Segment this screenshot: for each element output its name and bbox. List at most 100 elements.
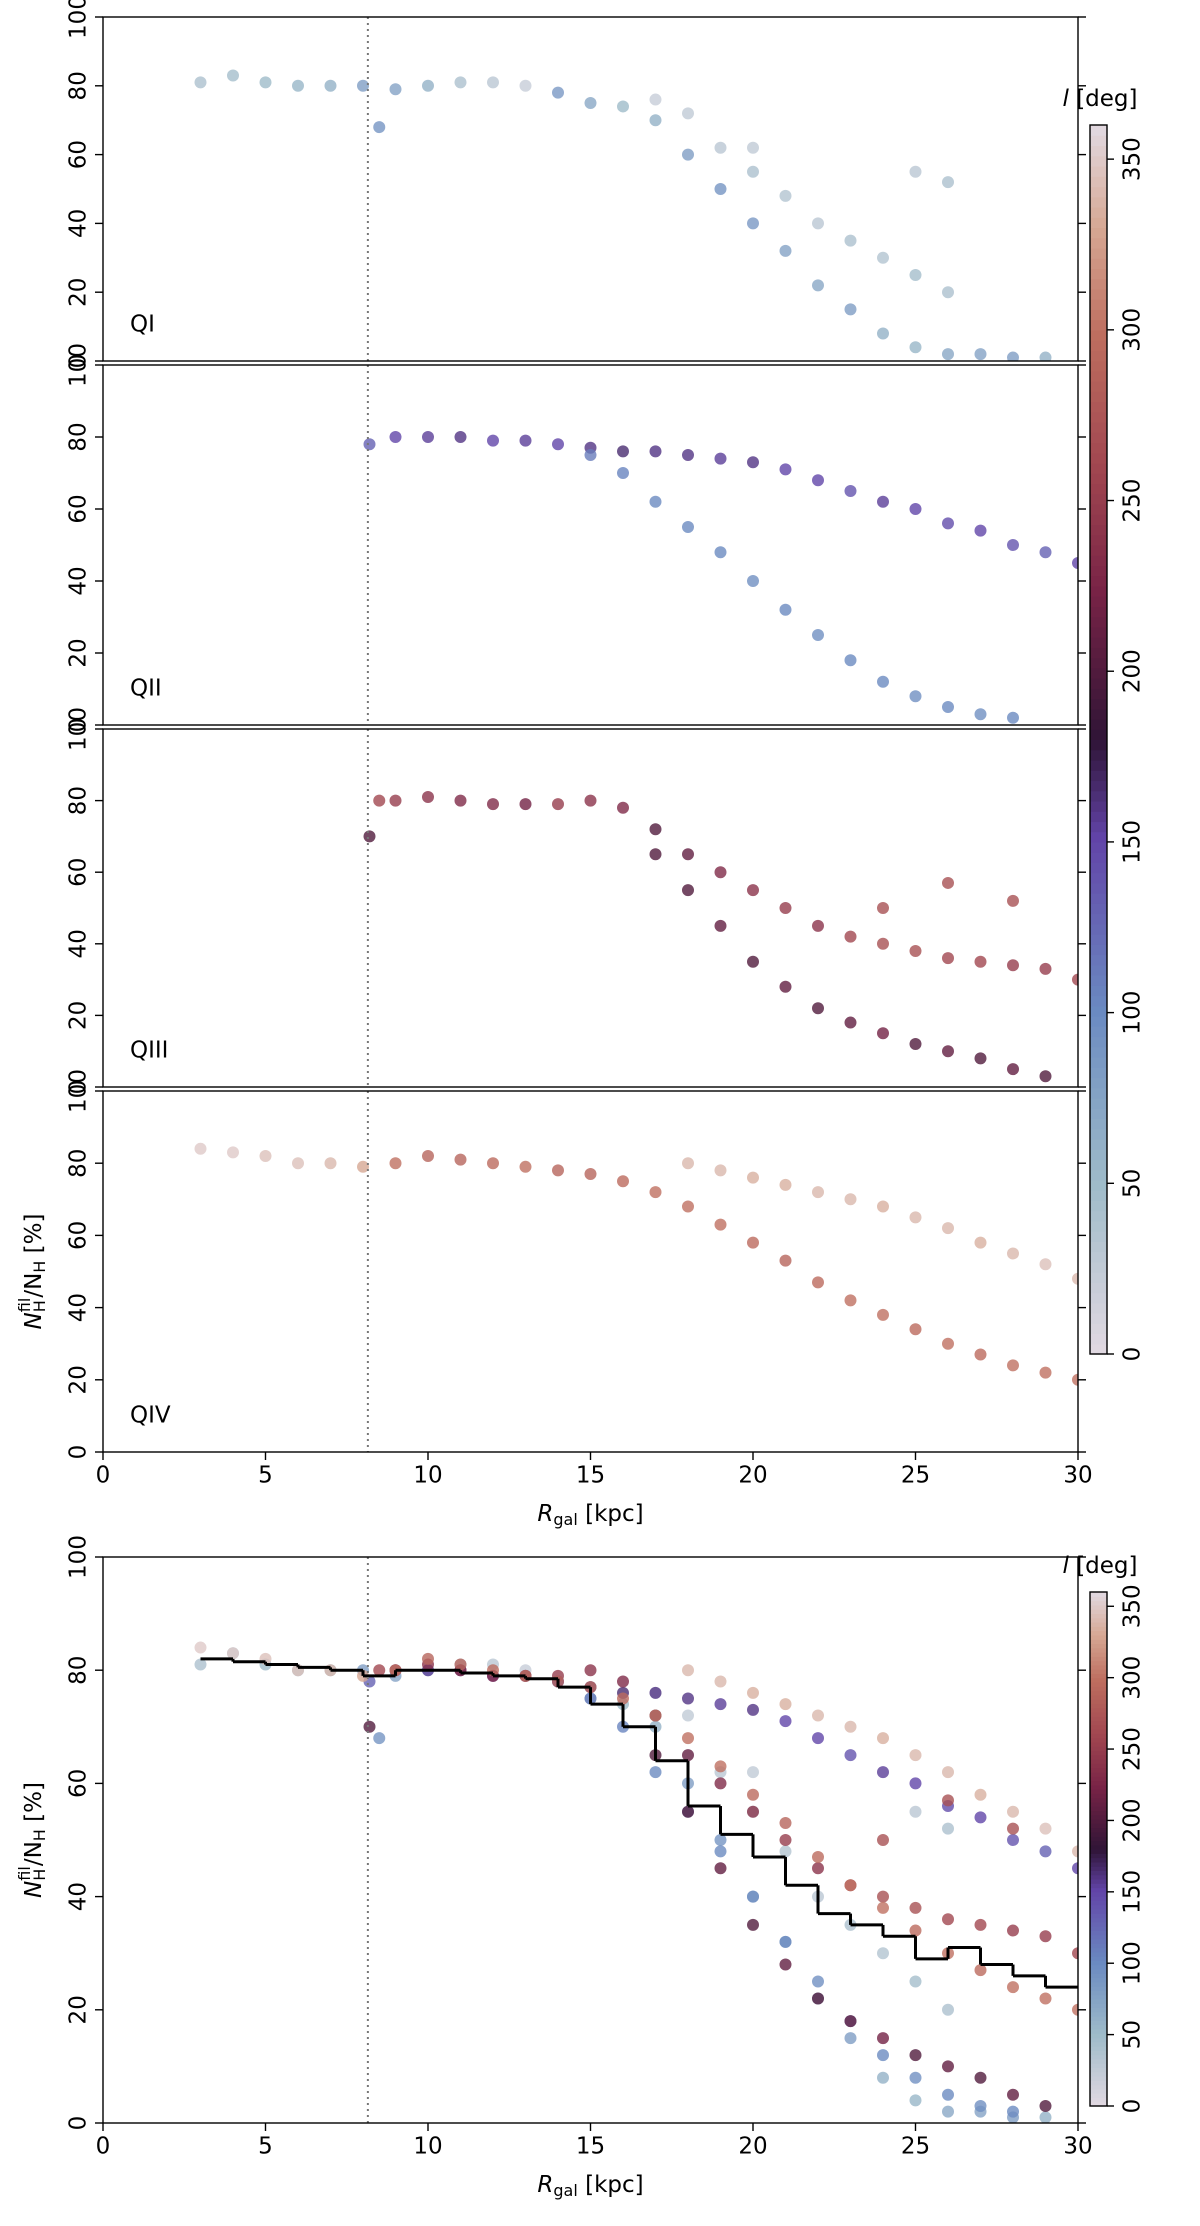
point <box>584 1664 597 1677</box>
colorbar-cell <box>1090 125 1107 136</box>
point <box>812 474 824 487</box>
point <box>747 575 759 587</box>
colorbar-cell <box>1090 258 1107 269</box>
plot-area <box>194 1641 1078 2123</box>
colorbar-cell <box>1090 268 1107 280</box>
colorbar-cell <box>1090 237 1107 249</box>
point <box>1072 1862 1078 1875</box>
colorbar-cell <box>1090 831 1107 843</box>
point <box>779 1817 792 1830</box>
point <box>584 97 597 109</box>
label-part: H <box>30 1869 49 1881</box>
point <box>1007 959 1019 972</box>
point <box>1007 2088 1019 2101</box>
point <box>714 1675 727 1688</box>
colorbar-cell <box>1090 1343 1107 1355</box>
label-part: [deg] <box>1069 86 1138 112</box>
colorbar-cell <box>1090 2007 1107 2013</box>
colorbar-cell <box>1090 1118 1107 1130</box>
colorbar-cell <box>1090 2054 1107 2060</box>
point <box>909 2071 922 2084</box>
colorbar-cell <box>1090 1261 1107 1273</box>
colorbar-cell <box>1090 1767 1107 1773</box>
y-tick-label: 80 <box>66 786 92 815</box>
point <box>779 1178 792 1191</box>
colorbar-cell <box>1090 913 1107 925</box>
point <box>1072 973 1078 986</box>
colorbar-cell <box>1090 514 1107 526</box>
axes-frame <box>102 728 1079 1088</box>
colorbar-frame <box>1089 1591 1108 2107</box>
colorbar-cell <box>1090 1630 1107 1636</box>
point <box>974 1964 987 1977</box>
colorbar-tick-label: 100 <box>1120 991 1146 1035</box>
point <box>682 1805 694 1818</box>
point <box>877 2049 889 2062</box>
colorbar-tick-label: 150 <box>1120 1870 1146 1914</box>
y-tick-label: 0 <box>66 2116 92 2131</box>
point <box>373 794 386 807</box>
point <box>389 431 402 443</box>
colorbar-cell <box>1090 1613 1107 1619</box>
colorbar-cell <box>1090 1887 1107 1893</box>
colorbar-cell <box>1090 1840 1107 1846</box>
colorbar-cell <box>1090 145 1107 157</box>
colorbar-cell <box>1090 759 1107 771</box>
point <box>747 141 759 154</box>
y-tick-label: 80 <box>66 1149 92 1178</box>
y-tick-label: 60 <box>66 140 92 169</box>
point <box>942 952 954 965</box>
y-tick-label: 100 <box>66 707 92 751</box>
point <box>714 141 727 154</box>
colorbar-cell <box>1090 360 1107 372</box>
colorbar-cell <box>1090 1866 1107 1872</box>
point <box>942 1766 954 1779</box>
point <box>682 1749 694 1762</box>
colorbar-cell <box>1090 2050 1107 2056</box>
point <box>519 434 532 447</box>
point <box>747 1805 759 1818</box>
point <box>373 1664 386 1677</box>
colorbar-cell <box>1090 852 1107 863</box>
colorbar-cell <box>1090 299 1107 310</box>
point <box>259 76 272 89</box>
colorbar-cell <box>1090 1806 1107 1812</box>
x-tick-label: 0 <box>96 1463 111 1489</box>
point <box>487 1157 499 1170</box>
colorbar-cell <box>1090 2046 1107 2051</box>
point <box>909 1805 922 1818</box>
colorbar-cell <box>1090 1943 1107 1949</box>
colorbar-cell <box>1090 1793 1107 1799</box>
colorbar-tick-label: 150 <box>1120 820 1146 864</box>
colorbar-tick-label: 250 <box>1120 1727 1146 1771</box>
colorbar-cell <box>1090 596 1107 607</box>
colorbar-cell <box>1090 1220 1107 1232</box>
point <box>747 1171 759 1184</box>
point <box>714 1760 727 1773</box>
colorbar-cell <box>1090 934 1107 945</box>
colorbar-cell <box>1090 647 1107 659</box>
label-part: /N <box>21 1841 47 1866</box>
colorbar-tick-label: 350 <box>1120 1584 1146 1628</box>
point <box>909 2094 922 2107</box>
colorbar-cell <box>1090 1621 1107 1627</box>
point <box>454 1153 467 1166</box>
x-tick-label: 30 <box>1063 1463 1092 1489</box>
point <box>942 1794 954 1807</box>
colorbar-cell <box>1090 1026 1107 1038</box>
colorbar-cell <box>1090 1741 1107 1747</box>
point <box>617 467 629 479</box>
point <box>1007 351 1019 361</box>
point <box>747 1890 759 1903</box>
colorbar-cell <box>1090 278 1107 290</box>
y-tick-label: 40 <box>66 929 92 958</box>
colorbar-cell <box>1090 1600 1107 1606</box>
label-part: l <box>1063 1553 1070 1579</box>
colorbar-cell <box>1090 350 1107 362</box>
point <box>1007 539 1019 551</box>
colorbar-cell <box>1090 1626 1107 1632</box>
colorbar-cell <box>1090 1016 1107 1027</box>
point <box>194 1142 207 1155</box>
point <box>844 654 857 667</box>
colorbar-cell <box>1090 1733 1107 1739</box>
